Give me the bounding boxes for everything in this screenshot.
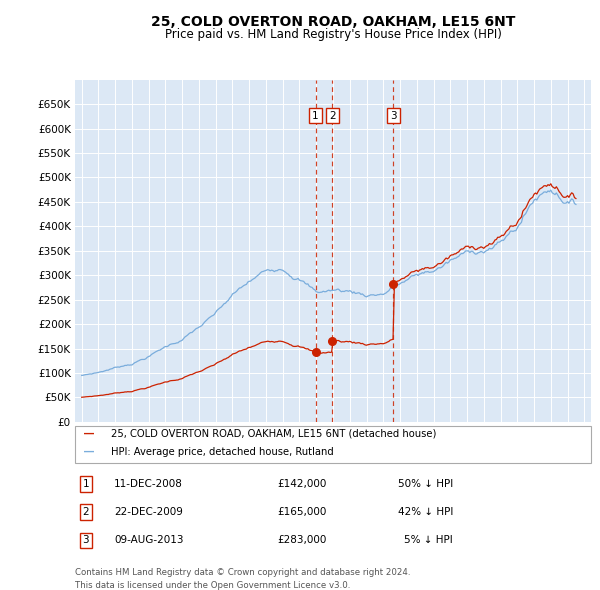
Text: 42% ↓ HPI: 42% ↓ HPI: [398, 507, 453, 517]
Text: 25, COLD OVERTON ROAD, OAKHAM, LE15 6NT (detached house): 25, COLD OVERTON ROAD, OAKHAM, LE15 6NT …: [111, 429, 436, 439]
Text: 3: 3: [82, 536, 89, 545]
Text: 2: 2: [329, 110, 335, 120]
Text: 5% ↓ HPI: 5% ↓ HPI: [404, 536, 453, 545]
Text: This data is licensed under the Open Government Licence v3.0.: This data is licensed under the Open Gov…: [75, 581, 350, 589]
Text: 2: 2: [82, 507, 89, 517]
Text: —: —: [84, 442, 94, 461]
Text: 25, COLD OVERTON ROAD, OAKHAM, LE15 6NT: 25, COLD OVERTON ROAD, OAKHAM, LE15 6NT: [151, 15, 515, 29]
Text: 09-AUG-2013: 09-AUG-2013: [114, 536, 184, 545]
Text: —: —: [84, 425, 94, 443]
Text: 3: 3: [390, 110, 397, 120]
Text: Price paid vs. HM Land Registry's House Price Index (HPI): Price paid vs. HM Land Registry's House …: [164, 28, 502, 41]
Text: 11-DEC-2008: 11-DEC-2008: [114, 479, 183, 489]
Text: £165,000: £165,000: [278, 507, 327, 517]
Text: £283,000: £283,000: [278, 536, 327, 545]
Text: 1: 1: [312, 110, 319, 120]
Text: £142,000: £142,000: [278, 479, 327, 489]
Text: HPI: Average price, detached house, Rutland: HPI: Average price, detached house, Rutl…: [111, 447, 334, 457]
Text: Contains HM Land Registry data © Crown copyright and database right 2024.: Contains HM Land Registry data © Crown c…: [75, 568, 410, 576]
Text: 1: 1: [82, 479, 89, 489]
Text: 22-DEC-2009: 22-DEC-2009: [114, 507, 183, 517]
Text: 50% ↓ HPI: 50% ↓ HPI: [398, 479, 453, 489]
